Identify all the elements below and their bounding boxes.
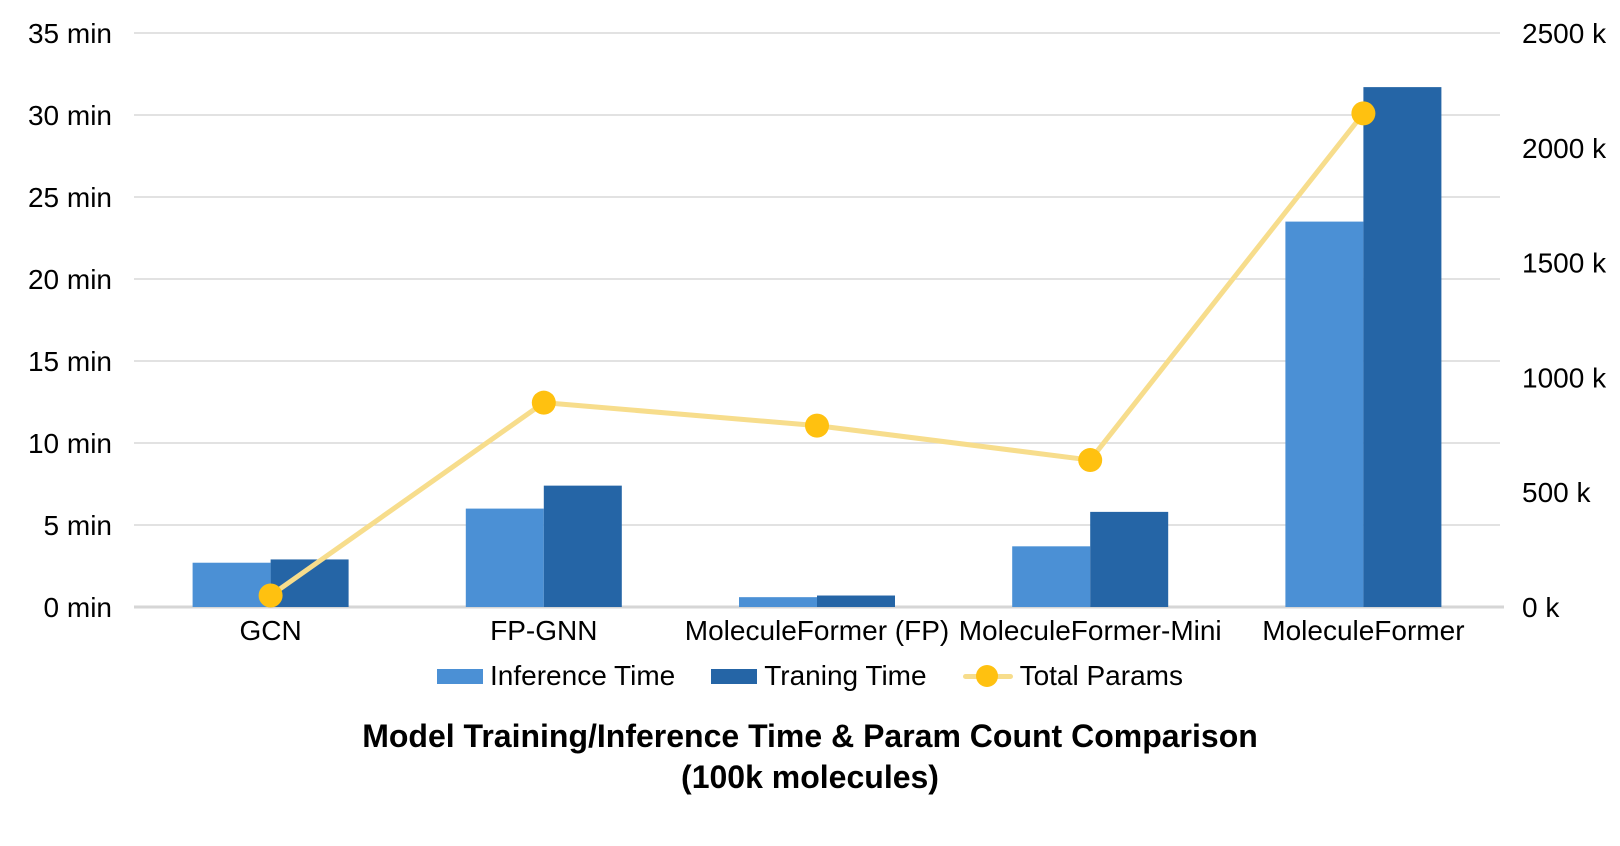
right-axis-tick-label: 500 k [1522,477,1591,508]
category-label-moleculeformer: MoleculeFormer [1262,615,1464,646]
legend-swatch-traning-time [711,668,758,684]
category-label-fp-gnn: FP-GNN [490,615,597,646]
legend-line-marker-sample [962,664,1013,688]
right-axis-tick-label: 1000 k [1522,362,1607,393]
left-axis-tick-label: 5 min [44,510,112,541]
left-axis-tick-label: 15 min [28,346,112,377]
bar-training-fp-gnn [543,485,622,607]
total-params-marker-moleculeformer-fp [805,413,829,438]
total-params-marker-gcn [258,583,283,608]
legend-label-inference-time: Inference Time [490,660,676,691]
chart-legend: Inference Time Traning Time Total Params [0,660,1620,692]
bar-training-moleculeformer [1363,87,1442,608]
category-label-moleculeformer-mini: MoleculeFormer-Mini [959,615,1222,646]
left-axis-tick-label: 30 min [28,100,112,131]
legend-swatch-inference-time [437,668,484,684]
right-axis-tick-label: 2500 k [1522,18,1607,49]
combo-chart-plot: 35 min 30 min 25 min 20 min 15 min 10 min 5 mi… [28,18,1607,646]
right-axis-tick-label: 2000 k [1522,133,1607,164]
legend-item-inference-time: Inference Time [437,660,675,692]
chart-title-line2: (100k molecules) [681,759,939,795]
legend-item-total-params: Total Params [962,660,1183,692]
left-axis-tick-label: 20 min [28,264,112,295]
total-params-marker-moleculeformer [1351,101,1376,126]
bar-training-moleculeformer-fp [817,595,895,607]
chart-title-line1: Model Training/Inference Time & Param Co… [362,718,1258,754]
bar-inference-moleculeformer [1285,221,1364,607]
total-params-line [268,110,1366,599]
legend-label-traning-time: Traning Time [764,660,927,691]
legend-marker-dot [975,665,998,687]
right-axis-tick-label: 0 k [1522,592,1560,623]
bar-inference-moleculeformer-fp [739,597,817,607]
category-label-gcn: GCN [239,615,301,646]
left-axis-tick-label: 10 min [28,428,112,459]
bar-training-moleculeformer-mini [1090,511,1169,607]
total-params-marker-moleculeformer-mini [1078,448,1103,473]
category-label-moleculeformer-fp: MoleculeFormer (FP) [685,615,949,646]
bar-inference-gcn [192,562,271,607]
legend-label-total-params: Total Params [1019,660,1183,691]
chart-title: Model Training/Inference Time & Param Co… [0,716,1620,798]
left-axis-tick-label: 25 min [28,182,112,213]
left-axis-tick-label: 0 min [44,592,112,623]
bar-inference-fp-gnn [465,508,544,607]
bar-inference-moleculeformer-mini [1012,546,1091,607]
total-params-marker-fp-gnn [531,390,556,415]
legend-item-traning-time: Traning Time [711,660,927,692]
right-axis-tick-label: 1500 k [1522,248,1607,279]
left-axis-tick-label: 35 min [28,18,112,49]
